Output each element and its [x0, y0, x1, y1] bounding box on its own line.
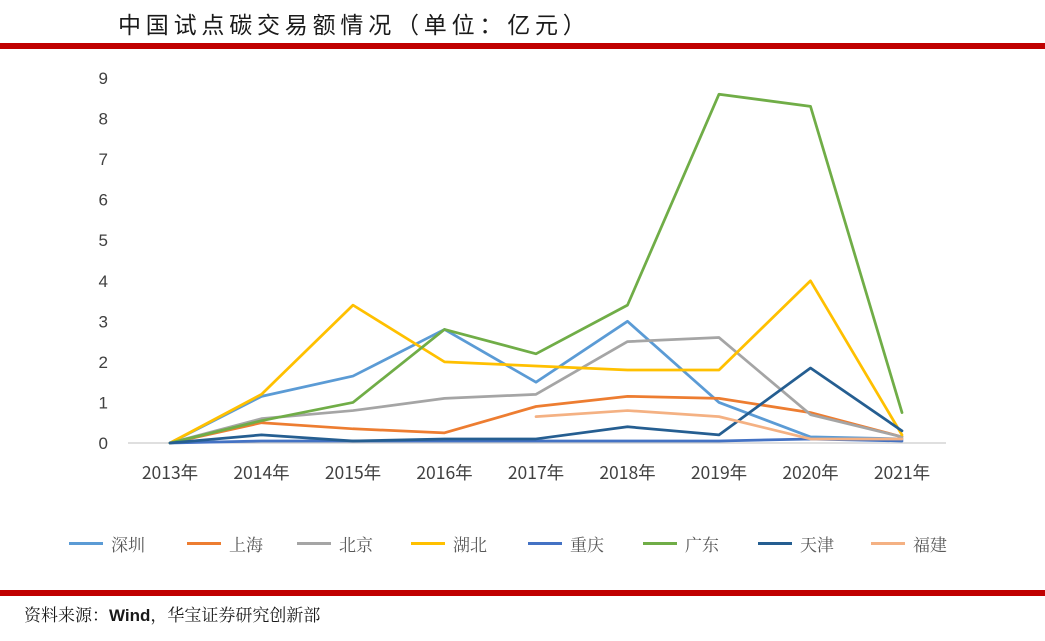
svg-text:2020年: 2020年	[782, 460, 838, 485]
svg-text:2: 2	[99, 353, 108, 372]
svg-text:2014年: 2014年	[233, 460, 289, 485]
svg-text:2018年: 2018年	[599, 460, 655, 485]
svg-text:9: 9	[99, 69, 108, 88]
svg-text:2017年: 2017年	[508, 460, 564, 485]
svg-text:2019年: 2019年	[691, 460, 747, 485]
svg-text:2016年: 2016年	[416, 460, 472, 485]
svg-text:2013年: 2013年	[142, 460, 198, 485]
svg-text:2015年: 2015年	[325, 460, 381, 485]
svg-text:6: 6	[99, 191, 108, 210]
svg-text:4: 4	[99, 272, 108, 291]
svg-text:3: 3	[99, 312, 108, 331]
svg-text:5: 5	[99, 231, 108, 250]
svg-text:0: 0	[99, 434, 108, 453]
svg-text:1: 1	[99, 393, 108, 412]
svg-text:2021年: 2021年	[874, 460, 930, 485]
svg-text:8: 8	[99, 110, 108, 129]
svg-text:7: 7	[99, 150, 108, 169]
